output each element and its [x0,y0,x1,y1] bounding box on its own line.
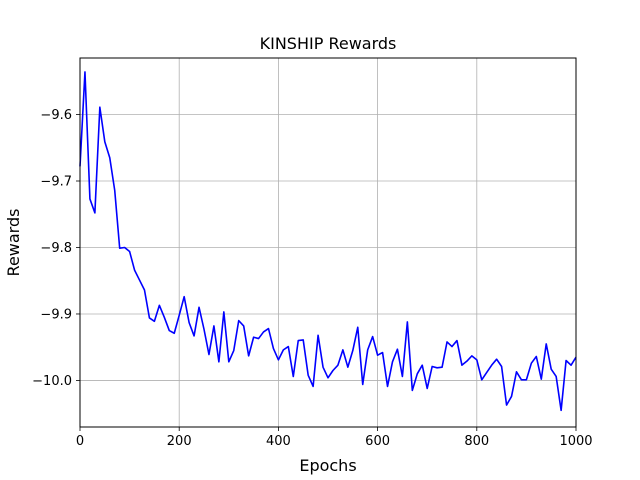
x-tick-label: 200 [167,434,192,449]
chart-title: KINSHIP Rewards [260,34,397,53]
x-tick-label: 400 [266,434,291,449]
ticks: 0 200 400 600 800 1000 −10.0 −9.9 −9.8 −9.7 −9.6 [32,108,592,449]
x-tick-label: 800 [464,434,489,449]
x-tick-label: 600 [365,434,390,449]
y-tick-label: −9.6 [40,108,72,123]
y-axis-label: Rewards [4,209,23,277]
y-tick-label: −9.7 [40,175,72,190]
x-axis-label: Epochs [299,456,356,475]
series-layer [79,71,577,412]
x-tick-label: 0 [76,434,84,449]
y-tick-label: −9.9 [40,307,72,322]
plot-frame [79,57,577,428]
series-line [79,71,577,412]
y-tick-label: −10.0 [32,374,72,389]
x-tick-label: 1000 [559,434,592,449]
y-tick-label: −9.8 [40,241,72,256]
